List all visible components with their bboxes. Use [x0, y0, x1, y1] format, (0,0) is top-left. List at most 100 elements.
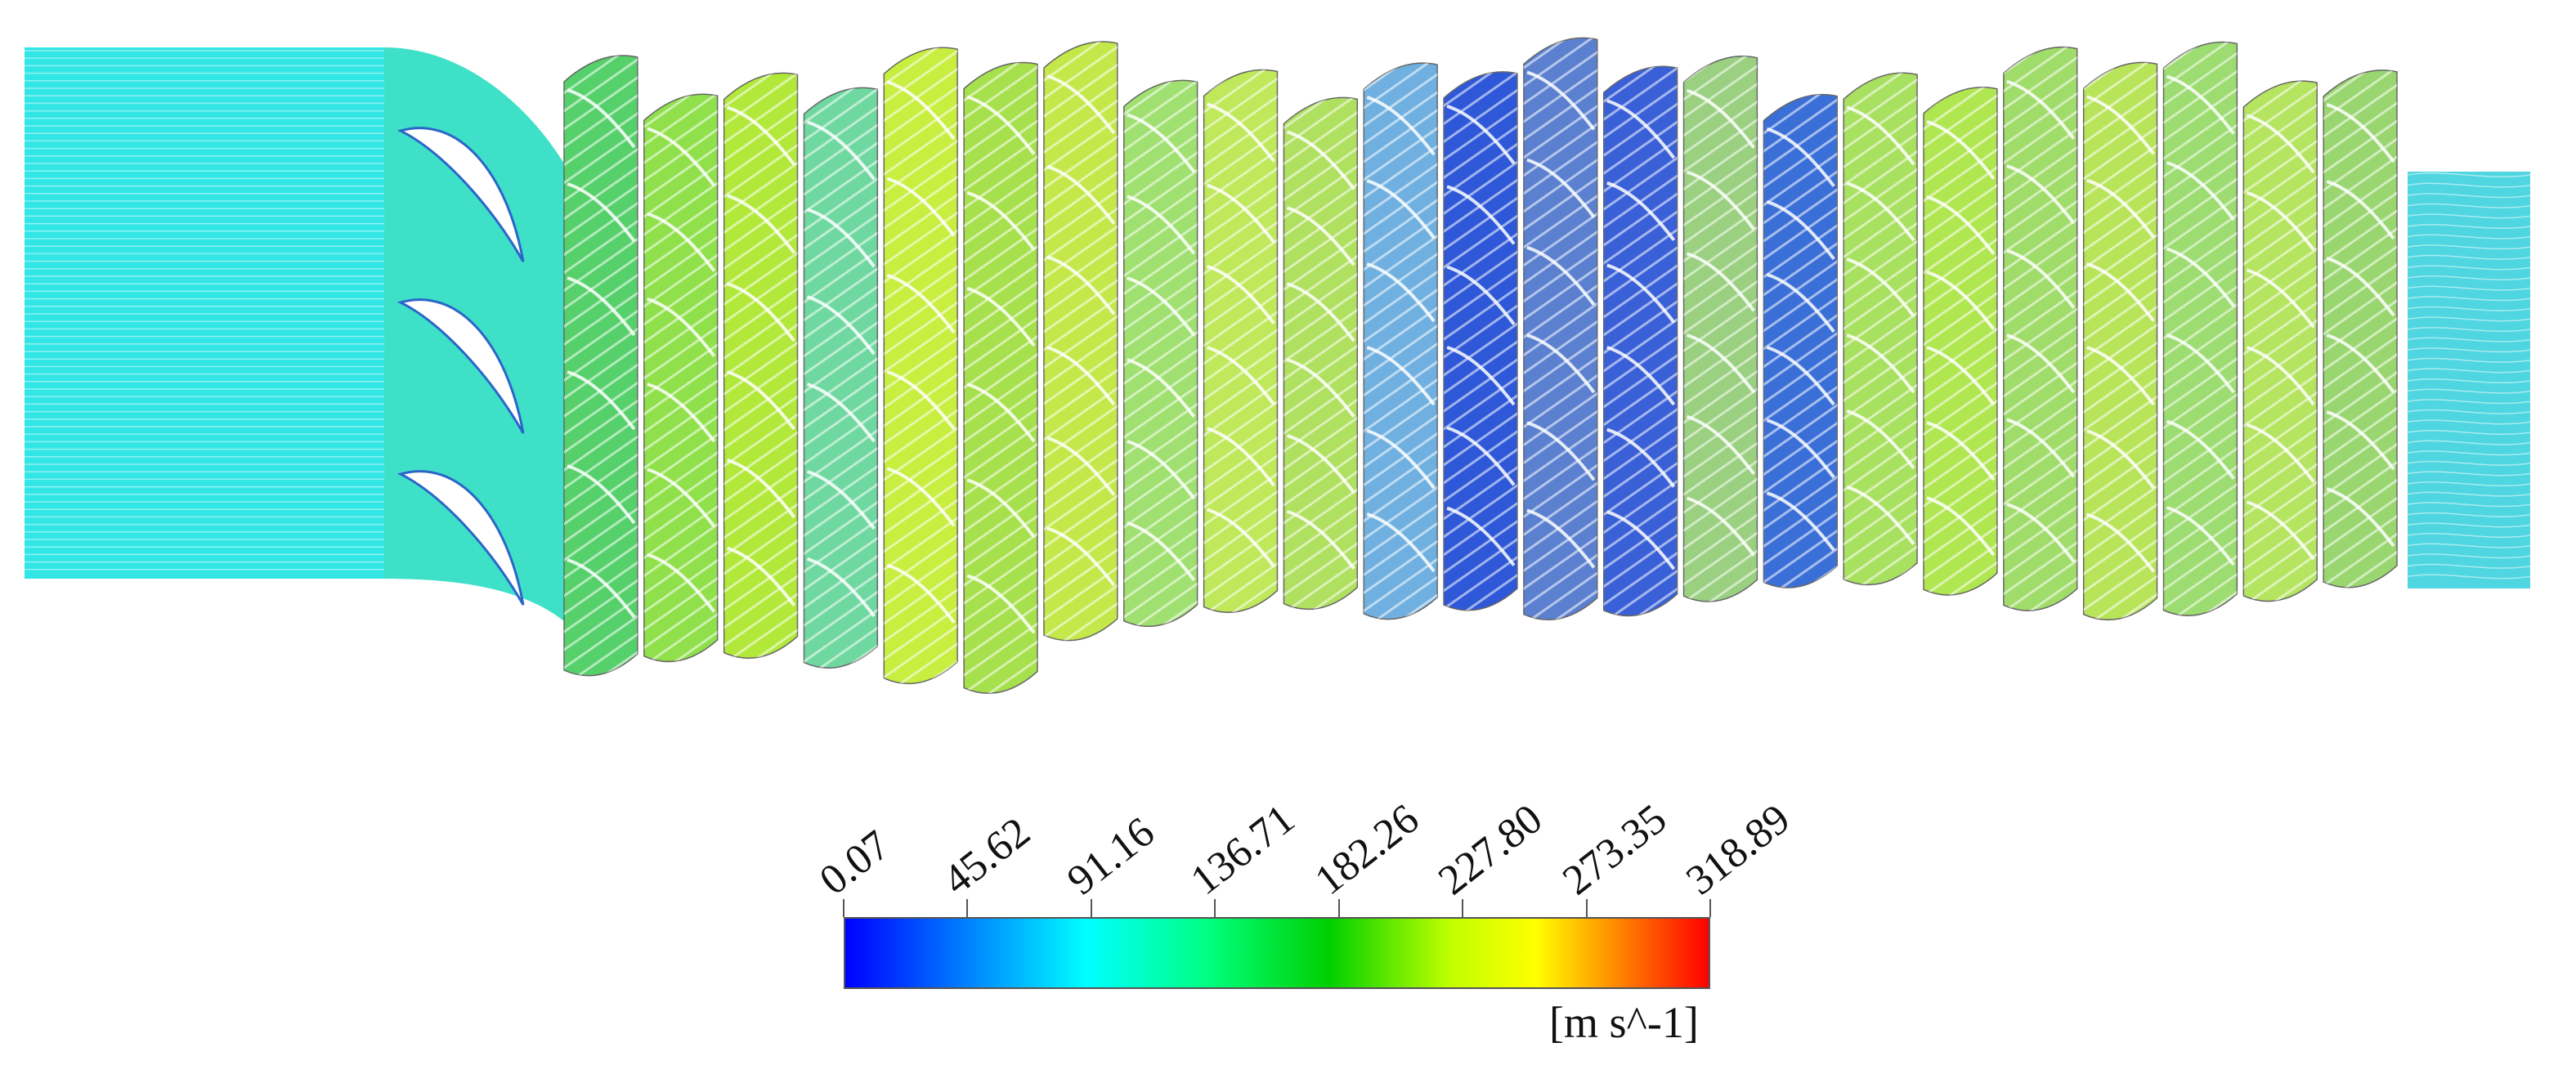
- blade-profile: [1286, 433, 1355, 494]
- blade-profile: [1446, 506, 1516, 566]
- blade-row: [1443, 71, 1518, 611]
- outlet-streamline: [2407, 337, 2531, 342]
- color-scale-tick-mark: [966, 899, 969, 917]
- blade-profile: [806, 469, 876, 530]
- blade-row: [723, 72, 799, 659]
- outlet-streamline: [2407, 254, 2531, 260]
- blade-row: [2003, 46, 2078, 611]
- blade-row: [2082, 61, 2158, 621]
- blade-row: [1523, 37, 1598, 620]
- blade-profile: [1526, 158, 1596, 218]
- blade-row: [1123, 79, 1198, 627]
- blade-streamlines: [1683, 56, 1758, 602]
- blade-profile: [567, 464, 636, 525]
- blade-streamlines: [1203, 69, 1278, 613]
- blade-profile: [1286, 509, 1355, 570]
- inlet-duct: [25, 47, 564, 621]
- blade-profile: [886, 467, 956, 527]
- blade-profile: [1127, 521, 1196, 581]
- outlet-streamline: [2407, 574, 2531, 580]
- blade-streamlines: [1043, 41, 1118, 641]
- inlet-flow-region: [25, 47, 384, 579]
- blade-profile: [1366, 512, 1436, 573]
- blade-profile: [2326, 257, 2395, 317]
- outlet-streamline: [2407, 347, 2531, 353]
- blade-profile: [727, 546, 796, 606]
- outlet-streamline: [2407, 182, 2531, 188]
- blade-streamlines: [1603, 66, 1678, 616]
- blade-profile: [2246, 346, 2315, 406]
- blade-profile: [2086, 262, 2156, 322]
- outlet-streamline: [2407, 213, 2531, 219]
- outlet-streamline: [2407, 532, 2531, 539]
- blade-profile: [966, 478, 1036, 539]
- blade-profile: [2006, 79, 2076, 140]
- outlet-streamline: [2407, 563, 2531, 569]
- blade-profile: [1046, 255, 1116, 315]
- blade-profile: [806, 383, 876, 443]
- blade-profile: [2326, 410, 2395, 471]
- outlet-streamline: [2407, 285, 2531, 291]
- blade-row: [1283, 96, 1359, 611]
- blade-profile: [1846, 409, 1915, 470]
- blade-row: [2323, 69, 2398, 588]
- blade-profile: [567, 558, 636, 619]
- blade-profile: [2086, 178, 2156, 239]
- blade-profile: [1526, 421, 1596, 481]
- blade-profile: [1366, 346, 1436, 406]
- outlet-streamline: [2407, 450, 2531, 456]
- blade-profile: [727, 370, 796, 431]
- outlet-streamline: [2407, 419, 2531, 425]
- blade-profile: [647, 383, 716, 443]
- outlet-streamline: [2407, 409, 2531, 414]
- blade-profile: [1926, 346, 1996, 406]
- blade-profile: [1606, 427, 1676, 488]
- color-scale-tick-mark: [1337, 899, 1340, 917]
- blade-profile: [2326, 487, 2395, 548]
- outlet-streamline: [2407, 512, 2531, 517]
- blade-profile: [2086, 346, 2156, 406]
- blade-profile: [2086, 95, 2156, 155]
- blade-row: [2162, 41, 2238, 616]
- blade-profile: [1766, 127, 1835, 187]
- outlet-streamline: [2407, 193, 2531, 199]
- blade-row: [2242, 80, 2318, 602]
- blade-profile: [2326, 333, 2395, 394]
- blade-streamlines: [884, 47, 958, 684]
- blade-profile: [1046, 346, 1116, 406]
- blade-profile: [567, 276, 636, 337]
- blade-profile: [886, 273, 956, 333]
- blade-profile: [2326, 180, 2395, 240]
- blade-profile: [1606, 99, 1676, 159]
- blade-profile: [806, 295, 876, 356]
- outlet-streamline: [2407, 357, 2531, 363]
- outlet-streamline: [2407, 296, 2531, 302]
- blade-streamlines: [1284, 97, 1358, 610]
- blade-row: [883, 47, 958, 685]
- blade-profile: [2326, 102, 2395, 163]
- blade-row: [1363, 62, 1438, 620]
- blade-profile: [1046, 164, 1116, 225]
- blade-profile: [1207, 183, 1276, 244]
- blade-profile: [1766, 491, 1835, 552]
- blade-profile: [1846, 485, 1915, 546]
- outlet-streamline: [2407, 502, 2531, 508]
- blade-profile: [886, 370, 956, 431]
- blade-profile: [727, 105, 796, 166]
- outlet-streamline: [2407, 203, 2531, 208]
- blade-profile: [727, 194, 796, 254]
- blade-profile: [647, 553, 716, 613]
- blade-profile: [2006, 333, 2076, 394]
- blade-profile: [1766, 199, 1835, 261]
- blade-profile: [2166, 247, 2235, 307]
- blade-profile: [2246, 114, 2315, 174]
- blade-profile: [966, 95, 1036, 155]
- blade-profile: [1766, 418, 1835, 479]
- outlet-streamline: [2407, 491, 2531, 497]
- blade-row: [1763, 93, 1838, 588]
- outlet-streamline: [2407, 388, 2531, 394]
- blade-profile: [1926, 421, 1996, 481]
- blade-profile: [966, 190, 1036, 251]
- blade-profile: [1606, 510, 1676, 571]
